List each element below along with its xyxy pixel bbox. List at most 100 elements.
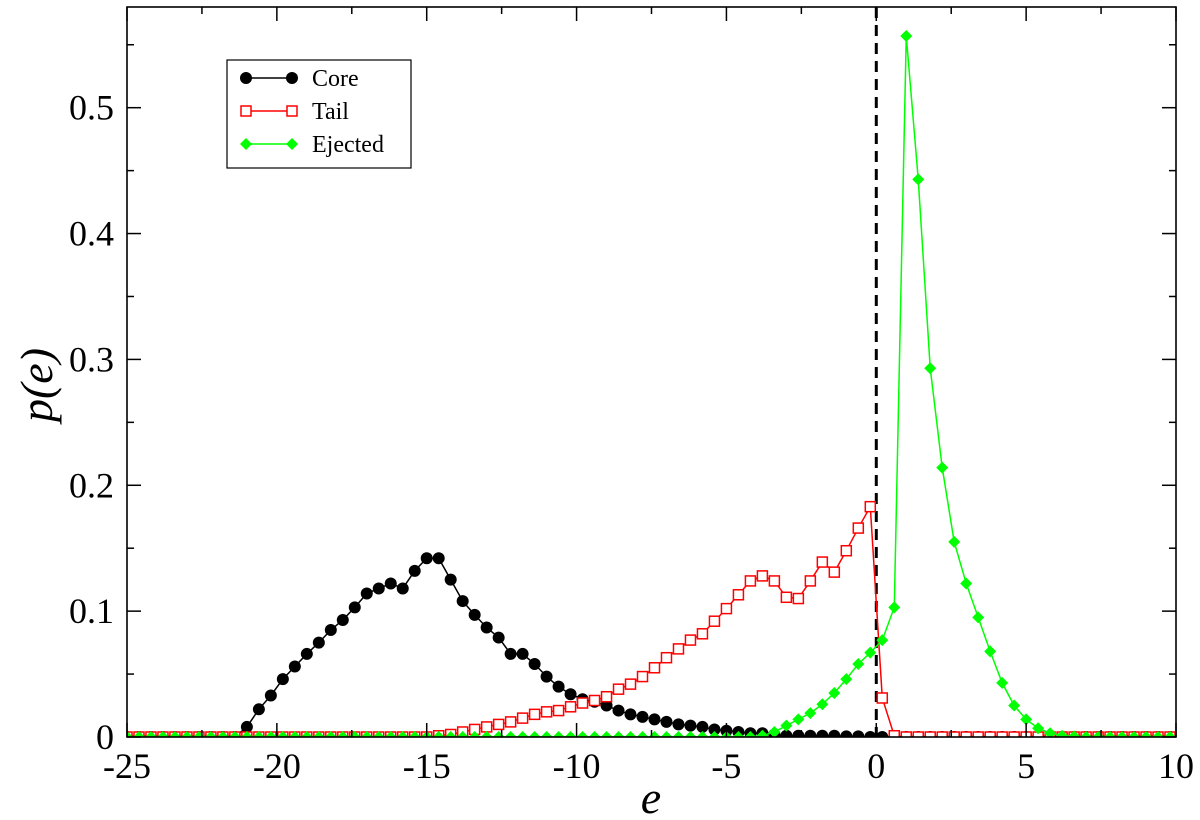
legend-ejected-marker bbox=[240, 138, 252, 150]
series-tail-point bbox=[516, 712, 529, 724]
series-core-point bbox=[492, 631, 505, 644]
series-tail-point bbox=[684, 634, 697, 646]
series-core-point bbox=[672, 718, 685, 731]
series-tail-point bbox=[648, 662, 661, 674]
series-tail-point bbox=[756, 570, 769, 582]
series-core-point bbox=[444, 573, 457, 586]
series-tail-point bbox=[804, 575, 817, 587]
series-tail-point bbox=[708, 615, 721, 627]
series-ejected-point bbox=[660, 731, 673, 737]
series-tail-point bbox=[876, 692, 889, 704]
series-core-point bbox=[612, 704, 625, 717]
series-core-point bbox=[432, 552, 445, 565]
series-core-point bbox=[384, 577, 397, 590]
series-core-point bbox=[564, 688, 577, 701]
series-ejected-point bbox=[127, 731, 133, 737]
series-ejected-point bbox=[408, 731, 421, 737]
series-ejected-point bbox=[684, 731, 697, 737]
series-ejected-point bbox=[756, 729, 769, 737]
series-tail-point bbox=[612, 683, 625, 695]
series-ejected-point bbox=[1104, 731, 1117, 737]
series-ejected-point bbox=[888, 601, 901, 614]
series-tail-point bbox=[600, 690, 613, 703]
series-core-point bbox=[840, 730, 853, 737]
series-ejected-point bbox=[840, 673, 853, 686]
series-ejected-point bbox=[912, 173, 925, 186]
series-core-point bbox=[468, 608, 481, 621]
series-tail-point bbox=[492, 718, 505, 731]
series-core-point bbox=[288, 660, 301, 673]
series-core-point bbox=[708, 723, 721, 736]
series-core-point bbox=[516, 647, 529, 660]
legend-item-core: Core bbox=[240, 66, 359, 92]
series-tail-point bbox=[888, 729, 901, 737]
series-ejected-point bbox=[228, 731, 241, 737]
series-core-point bbox=[504, 647, 517, 660]
series-core-point bbox=[540, 670, 553, 683]
legend-tail-marker bbox=[286, 105, 298, 117]
series-ejected-point bbox=[324, 731, 337, 737]
series-tail-point bbox=[936, 731, 948, 737]
series-ejected-point bbox=[1140, 731, 1153, 737]
y-tick-label: 0.2 bbox=[69, 465, 114, 505]
series-core-point bbox=[300, 647, 313, 660]
series-tail-point bbox=[960, 731, 972, 737]
series-ejected-point bbox=[1008, 699, 1021, 712]
series-ejected-point bbox=[828, 686, 841, 699]
series-ejected-point bbox=[900, 29, 913, 42]
series-core-point bbox=[852, 730, 865, 737]
series-ejected-point bbox=[636, 731, 649, 737]
series-tail-point bbox=[768, 575, 781, 587]
series-tail-point bbox=[576, 697, 589, 709]
series-core-point bbox=[648, 713, 661, 726]
series-core-point bbox=[240, 720, 253, 733]
y-tick-label: 0.4 bbox=[69, 214, 114, 254]
series-ejected-point bbox=[516, 731, 529, 737]
series-core-point bbox=[876, 731, 889, 737]
series-ejected-point bbox=[588, 731, 601, 737]
series-ejected-point bbox=[156, 731, 169, 737]
series-core-point bbox=[780, 729, 793, 737]
series-ejected-point bbox=[1080, 731, 1093, 737]
series-ejected-point bbox=[768, 725, 781, 737]
series-layer bbox=[127, 29, 1176, 737]
series-tail-point bbox=[864, 500, 877, 513]
series-core-point bbox=[420, 552, 433, 565]
series-ejected-point bbox=[168, 731, 181, 737]
series-ejected-point bbox=[132, 731, 145, 737]
series-ejected-point bbox=[672, 731, 685, 737]
series-tail-point bbox=[588, 694, 601, 707]
series-tail-point bbox=[912, 731, 924, 737]
series-tail-point bbox=[540, 706, 553, 718]
series-core bbox=[127, 552, 1176, 737]
series-ejected-point bbox=[624, 731, 637, 737]
series-core-point bbox=[336, 613, 349, 626]
series-ejected-point bbox=[1044, 727, 1057, 737]
series-core-point bbox=[636, 710, 649, 723]
series-ejected-point bbox=[612, 731, 625, 737]
series-ejected-point bbox=[264, 731, 277, 737]
x-tick-label: -10 bbox=[553, 746, 601, 786]
series-tail-point bbox=[744, 575, 757, 587]
series-ejected-point bbox=[984, 645, 997, 658]
x-tick-label: -15 bbox=[403, 746, 451, 786]
series-tail-line bbox=[127, 504, 1171, 737]
series-ejected-point bbox=[528, 731, 541, 737]
x-tick-label: 10 bbox=[1158, 746, 1194, 786]
series-tail-point bbox=[660, 651, 673, 664]
series-ejected-point bbox=[180, 731, 193, 737]
series-ejected-point bbox=[312, 731, 325, 737]
series-ejected-point bbox=[300, 731, 313, 737]
series-tail-point bbox=[672, 643, 685, 655]
series-tail-point bbox=[564, 701, 577, 713]
legend-core-marker bbox=[240, 72, 252, 84]
series-ejected-point bbox=[396, 731, 409, 737]
series-core-point bbox=[600, 699, 613, 712]
series-ejected-point bbox=[540, 731, 553, 737]
series-tail-point bbox=[1008, 731, 1020, 737]
series-core-point bbox=[792, 729, 805, 737]
series-ejected-point bbox=[336, 731, 349, 737]
y-tick-label: 0 bbox=[96, 717, 114, 757]
series-ejected-point bbox=[444, 731, 457, 737]
